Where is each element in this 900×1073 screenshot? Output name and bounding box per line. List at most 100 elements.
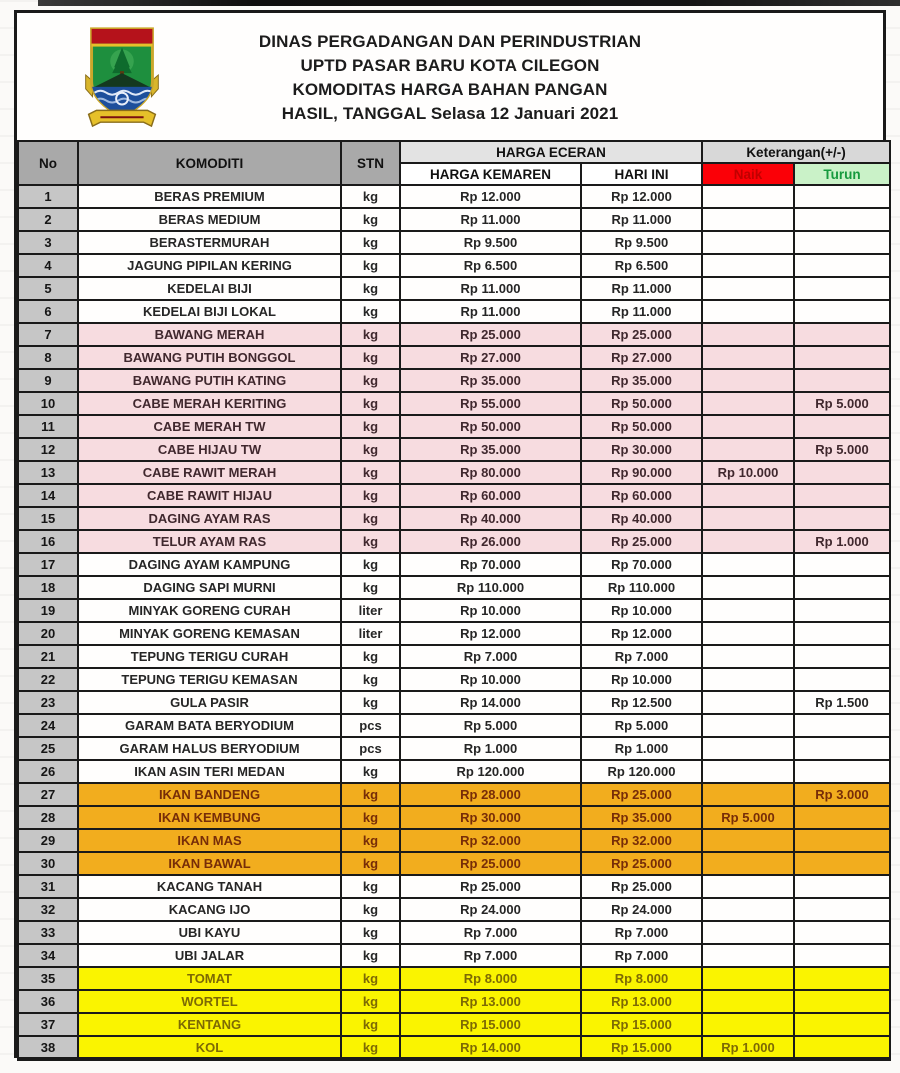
cell-no: 7 xyxy=(17,322,79,347)
cell-naik xyxy=(701,828,796,853)
col-header-komoditi: KOMODITI xyxy=(77,140,342,186)
cell-no: 23 xyxy=(17,690,79,715)
cell-naik xyxy=(701,299,796,324)
table-row: 18 DAGING SAPI MURNI kg Rp 110.000 Rp 110.00… xyxy=(17,575,892,600)
cell-turun xyxy=(793,1035,892,1061)
cell-turun xyxy=(793,276,892,301)
cell-komoditi: TOMAT xyxy=(77,966,342,991)
table-row: 36 WORTEL kg Rp 13.000 Rp 13.000 xyxy=(17,989,892,1014)
cell-no: 12 xyxy=(17,437,79,462)
table-row: 8 BAWANG PUTIH BONGGOL kg Rp 27.000 Rp 27.00… xyxy=(17,345,892,370)
cell-naik xyxy=(701,966,796,991)
cell-hari-ini: Rp 11.000 xyxy=(579,207,704,232)
cell-naik xyxy=(701,529,796,554)
table-row: 13 CABE RAWIT MERAH kg Rp 80.000 Rp 90.000 Rp… xyxy=(17,460,892,485)
cell-hari-ini: Rp 25.000 xyxy=(579,782,704,807)
cell-stn: kg xyxy=(340,1012,401,1037)
document-header: DINAS PERGADANGAN DAN PERINDUSTRIAN UPTD… xyxy=(17,13,883,140)
table-row: 20 MINYAK GORENG KEMASAN liter Rp 12.000 Rp … xyxy=(17,621,892,646)
cell-no: 37 xyxy=(17,1012,79,1037)
cell-turun: Rp 1.500 xyxy=(793,690,892,715)
cell-no: 5 xyxy=(17,276,79,301)
cell-naik xyxy=(701,782,796,807)
cell-no: 30 xyxy=(17,851,79,876)
title-line-agency: DINAS PERGADANGAN DAN PERINDUSTRIAN xyxy=(258,32,642,51)
cell-harga-kemaren: Rp 30.000 xyxy=(399,805,582,830)
table-row: 34 UBI JALAR kg Rp 7.000 Rp 7.000 xyxy=(17,943,892,968)
cell-harga-kemaren: Rp 6.500 xyxy=(399,253,582,278)
cell-komoditi: DAGING SAPI MURNI xyxy=(77,575,342,600)
cell-hari-ini: Rp 50.000 xyxy=(579,391,704,416)
cell-hari-ini: Rp 40.000 xyxy=(579,506,704,531)
cell-naik xyxy=(701,736,796,761)
cell-hari-ini: Rp 12.000 xyxy=(579,621,704,646)
table-row: 37 KENTANG kg Rp 15.000 Rp 15.000 xyxy=(17,1012,892,1037)
table-row: 35 TOMAT kg Rp 8.000 Rp 8.000 xyxy=(17,966,892,991)
cell-komoditi: GARAM HALUS BERYODIUM xyxy=(77,736,342,761)
cell-hari-ini: Rp 13.000 xyxy=(579,989,704,1014)
cell-komoditi: KEDELAI BIJI LOKAL xyxy=(77,299,342,324)
cell-no: 21 xyxy=(17,644,79,669)
cell-naik xyxy=(701,253,796,278)
table-row: 21 TEPUNG TERIGU CURAH kg Rp 7.000 Rp 7.000 xyxy=(17,644,892,669)
cell-hari-ini: Rp 25.000 xyxy=(579,322,704,347)
cell-naik xyxy=(701,598,796,623)
cell-turun xyxy=(793,322,892,347)
table-row: 9 BAWANG PUTIH KATING kg Rp 35.000 Rp 35.000 xyxy=(17,368,892,393)
cell-naik: Rp 1.000 xyxy=(701,1035,796,1061)
cell-stn: kg xyxy=(340,851,401,876)
cell-stn: kg xyxy=(340,759,401,784)
cell-harga-kemaren: Rp 10.000 xyxy=(399,598,582,623)
cell-turun xyxy=(793,966,892,991)
cell-no: 31 xyxy=(17,874,79,899)
cell-harga-kemaren: Rp 9.500 xyxy=(399,230,582,255)
cell-harga-kemaren: Rp 11.000 xyxy=(399,276,582,301)
cell-no: 32 xyxy=(17,897,79,922)
cell-harga-kemaren: Rp 25.000 xyxy=(399,874,582,899)
cell-stn: kg xyxy=(340,253,401,278)
table-row: 14 CABE RAWIT HIJAU kg Rp 60.000 Rp 60.000 xyxy=(17,483,892,508)
cell-stn: kg xyxy=(340,966,401,991)
cell-hari-ini: Rp 25.000 xyxy=(579,529,704,554)
cell-harga-kemaren: Rp 40.000 xyxy=(399,506,582,531)
cell-no: 6 xyxy=(17,299,79,324)
cell-komoditi: UBI KAYU xyxy=(77,920,342,945)
cell-turun xyxy=(793,759,892,784)
cell-naik xyxy=(701,506,796,531)
table-row: 11 CABE MERAH TW kg Rp 50.000 Rp 50.000 xyxy=(17,414,892,439)
cell-stn: kg xyxy=(340,414,401,439)
cell-komoditi: BERAS PREMIUM xyxy=(77,184,342,209)
cell-turun xyxy=(793,253,892,278)
cell-no: 13 xyxy=(17,460,79,485)
cell-no: 2 xyxy=(17,207,79,232)
table-row: 16 TELUR AYAM RAS kg Rp 26.000 Rp 25.000 Rp 1… xyxy=(17,529,892,554)
cell-stn: kg xyxy=(340,989,401,1014)
cell-hari-ini: Rp 11.000 xyxy=(579,276,704,301)
cell-komoditi: BERASTERMURAH xyxy=(77,230,342,255)
cell-turun xyxy=(793,230,892,255)
col-header-no: No xyxy=(17,140,79,186)
cell-hari-ini: Rp 9.500 xyxy=(579,230,704,255)
cell-komoditi: IKAN MAS xyxy=(77,828,342,853)
cell-harga-kemaren: Rp 10.000 xyxy=(399,667,582,692)
cell-stn: kg xyxy=(340,529,401,554)
cell-naik xyxy=(701,368,796,393)
col-header-hari-ini: HARI INI xyxy=(579,162,704,186)
cell-no: 28 xyxy=(17,805,79,830)
cell-naik xyxy=(701,644,796,669)
cell-stn: kg xyxy=(340,322,401,347)
cell-naik xyxy=(701,276,796,301)
cell-stn: kg xyxy=(340,828,401,853)
col-header-harga-kemaren: HARGA KEMAREN xyxy=(399,162,582,186)
table-row: 4 JAGUNG PIPILAN KERING kg Rp 6.500 Rp 6.500 xyxy=(17,253,892,278)
cell-harga-kemaren: Rp 12.000 xyxy=(399,184,582,209)
cell-no: 26 xyxy=(17,759,79,784)
cell-naik xyxy=(701,552,796,577)
cell-komoditi: KENTANG xyxy=(77,1012,342,1037)
table-row: 10 CABE MERAH KERITING kg Rp 55.000 Rp 50.00… xyxy=(17,391,892,416)
table-row: 38 KOL kg Rp 14.000 Rp 15.000 Rp 1.000 xyxy=(17,1035,892,1061)
cell-stn: kg xyxy=(340,207,401,232)
cell-turun xyxy=(793,460,892,485)
cell-stn: kg xyxy=(340,920,401,945)
cell-komoditi: KACANG IJO xyxy=(77,897,342,922)
